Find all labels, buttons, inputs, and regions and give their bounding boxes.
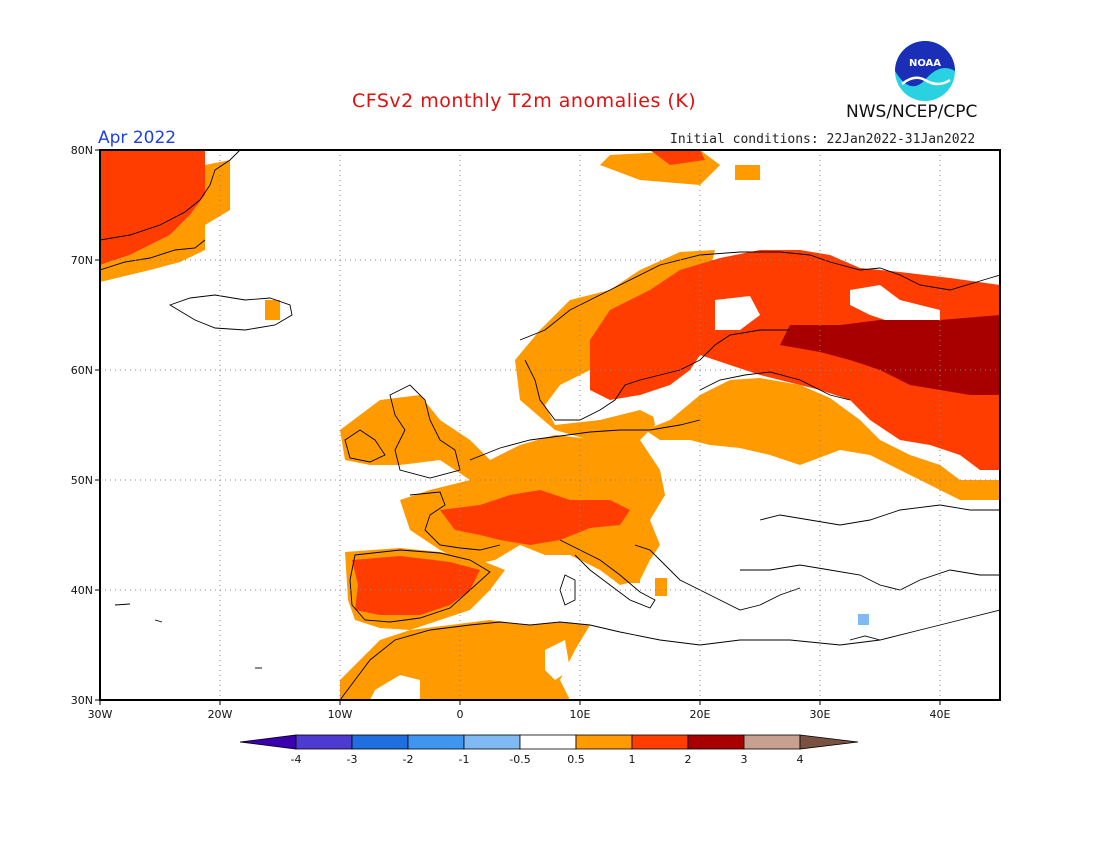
lon-tick-label: 30E (810, 708, 831, 721)
colorbar-label: 0.5 (567, 753, 585, 766)
noaa-logo-text: NOAA (909, 58, 941, 69)
colorbar-swatch (463, 734, 521, 750)
lon-tick-label: 0 (457, 708, 464, 721)
colorbar-label: 3 (741, 753, 748, 766)
colorbar-swatch (407, 734, 465, 750)
colorbar-label: -3 (347, 753, 358, 766)
lon-tick-label: 30W (88, 708, 113, 721)
colorbar-label: -1 (459, 753, 470, 766)
colorbar-label: -2 (403, 753, 414, 766)
lon-tick-label: 20W (208, 708, 233, 721)
colorbar-label: -4 (291, 753, 302, 766)
anomaly-cyprus-cold (858, 614, 869, 625)
colorbar-swatch (687, 734, 745, 750)
colorbar-swatch (575, 734, 633, 750)
axis-tick-marks (95, 149, 941, 705)
lon-tick-label: 40E (930, 708, 951, 721)
anomaly-russia-hot (780, 315, 1000, 395)
gridlines (100, 150, 1000, 700)
colorbar-label: 1 (629, 753, 636, 766)
lon-tick-label: 10E (570, 708, 591, 721)
colorbar (239, 734, 859, 750)
anomaly-greenland (100, 150, 205, 265)
colorbar-swatch-gt-4 (799, 734, 859, 750)
plot-frame (99, 149, 1001, 701)
lat-tick-label: 50N (71, 474, 93, 487)
colorbar-swatch-lt-neg4 (239, 734, 297, 750)
colorbar-swatch (351, 734, 409, 750)
colorbar-swatch (743, 734, 801, 750)
colorbar-swatch (631, 734, 689, 750)
colorbar-swatch (295, 734, 353, 750)
lat-tick-label: 70N (71, 254, 93, 267)
organization-label: NWS/NCEP/CPC (846, 102, 978, 122)
anomaly-fill-layer (100, 150, 1000, 700)
colorbar-label: 4 (797, 753, 804, 766)
lat-tick-label: 80N (71, 144, 93, 157)
lat-tick-label: 30N (71, 694, 93, 707)
lon-tick-label: 20E (690, 708, 711, 721)
lon-tick-label: 10W (328, 708, 353, 721)
colorbar-label: -0.5 (509, 753, 530, 766)
map-title: CFSv2 monthly T2m anomalies (K) (352, 90, 697, 112)
lat-tick-label: 40N (71, 584, 93, 597)
colorbar-swatch (519, 734, 577, 750)
colorbar-label: 2 (685, 753, 692, 766)
anomaly-greenland-edge (100, 195, 205, 282)
lat-tick-label: 60N (71, 364, 93, 377)
valid-month-label: Apr 2022 (98, 128, 177, 148)
initial-conditions-label: Initial conditions: 22Jan2022-31Jan2022 (670, 132, 976, 147)
coastline-layer (100, 150, 1000, 700)
noaa-logo: NOAA (895, 41, 955, 101)
